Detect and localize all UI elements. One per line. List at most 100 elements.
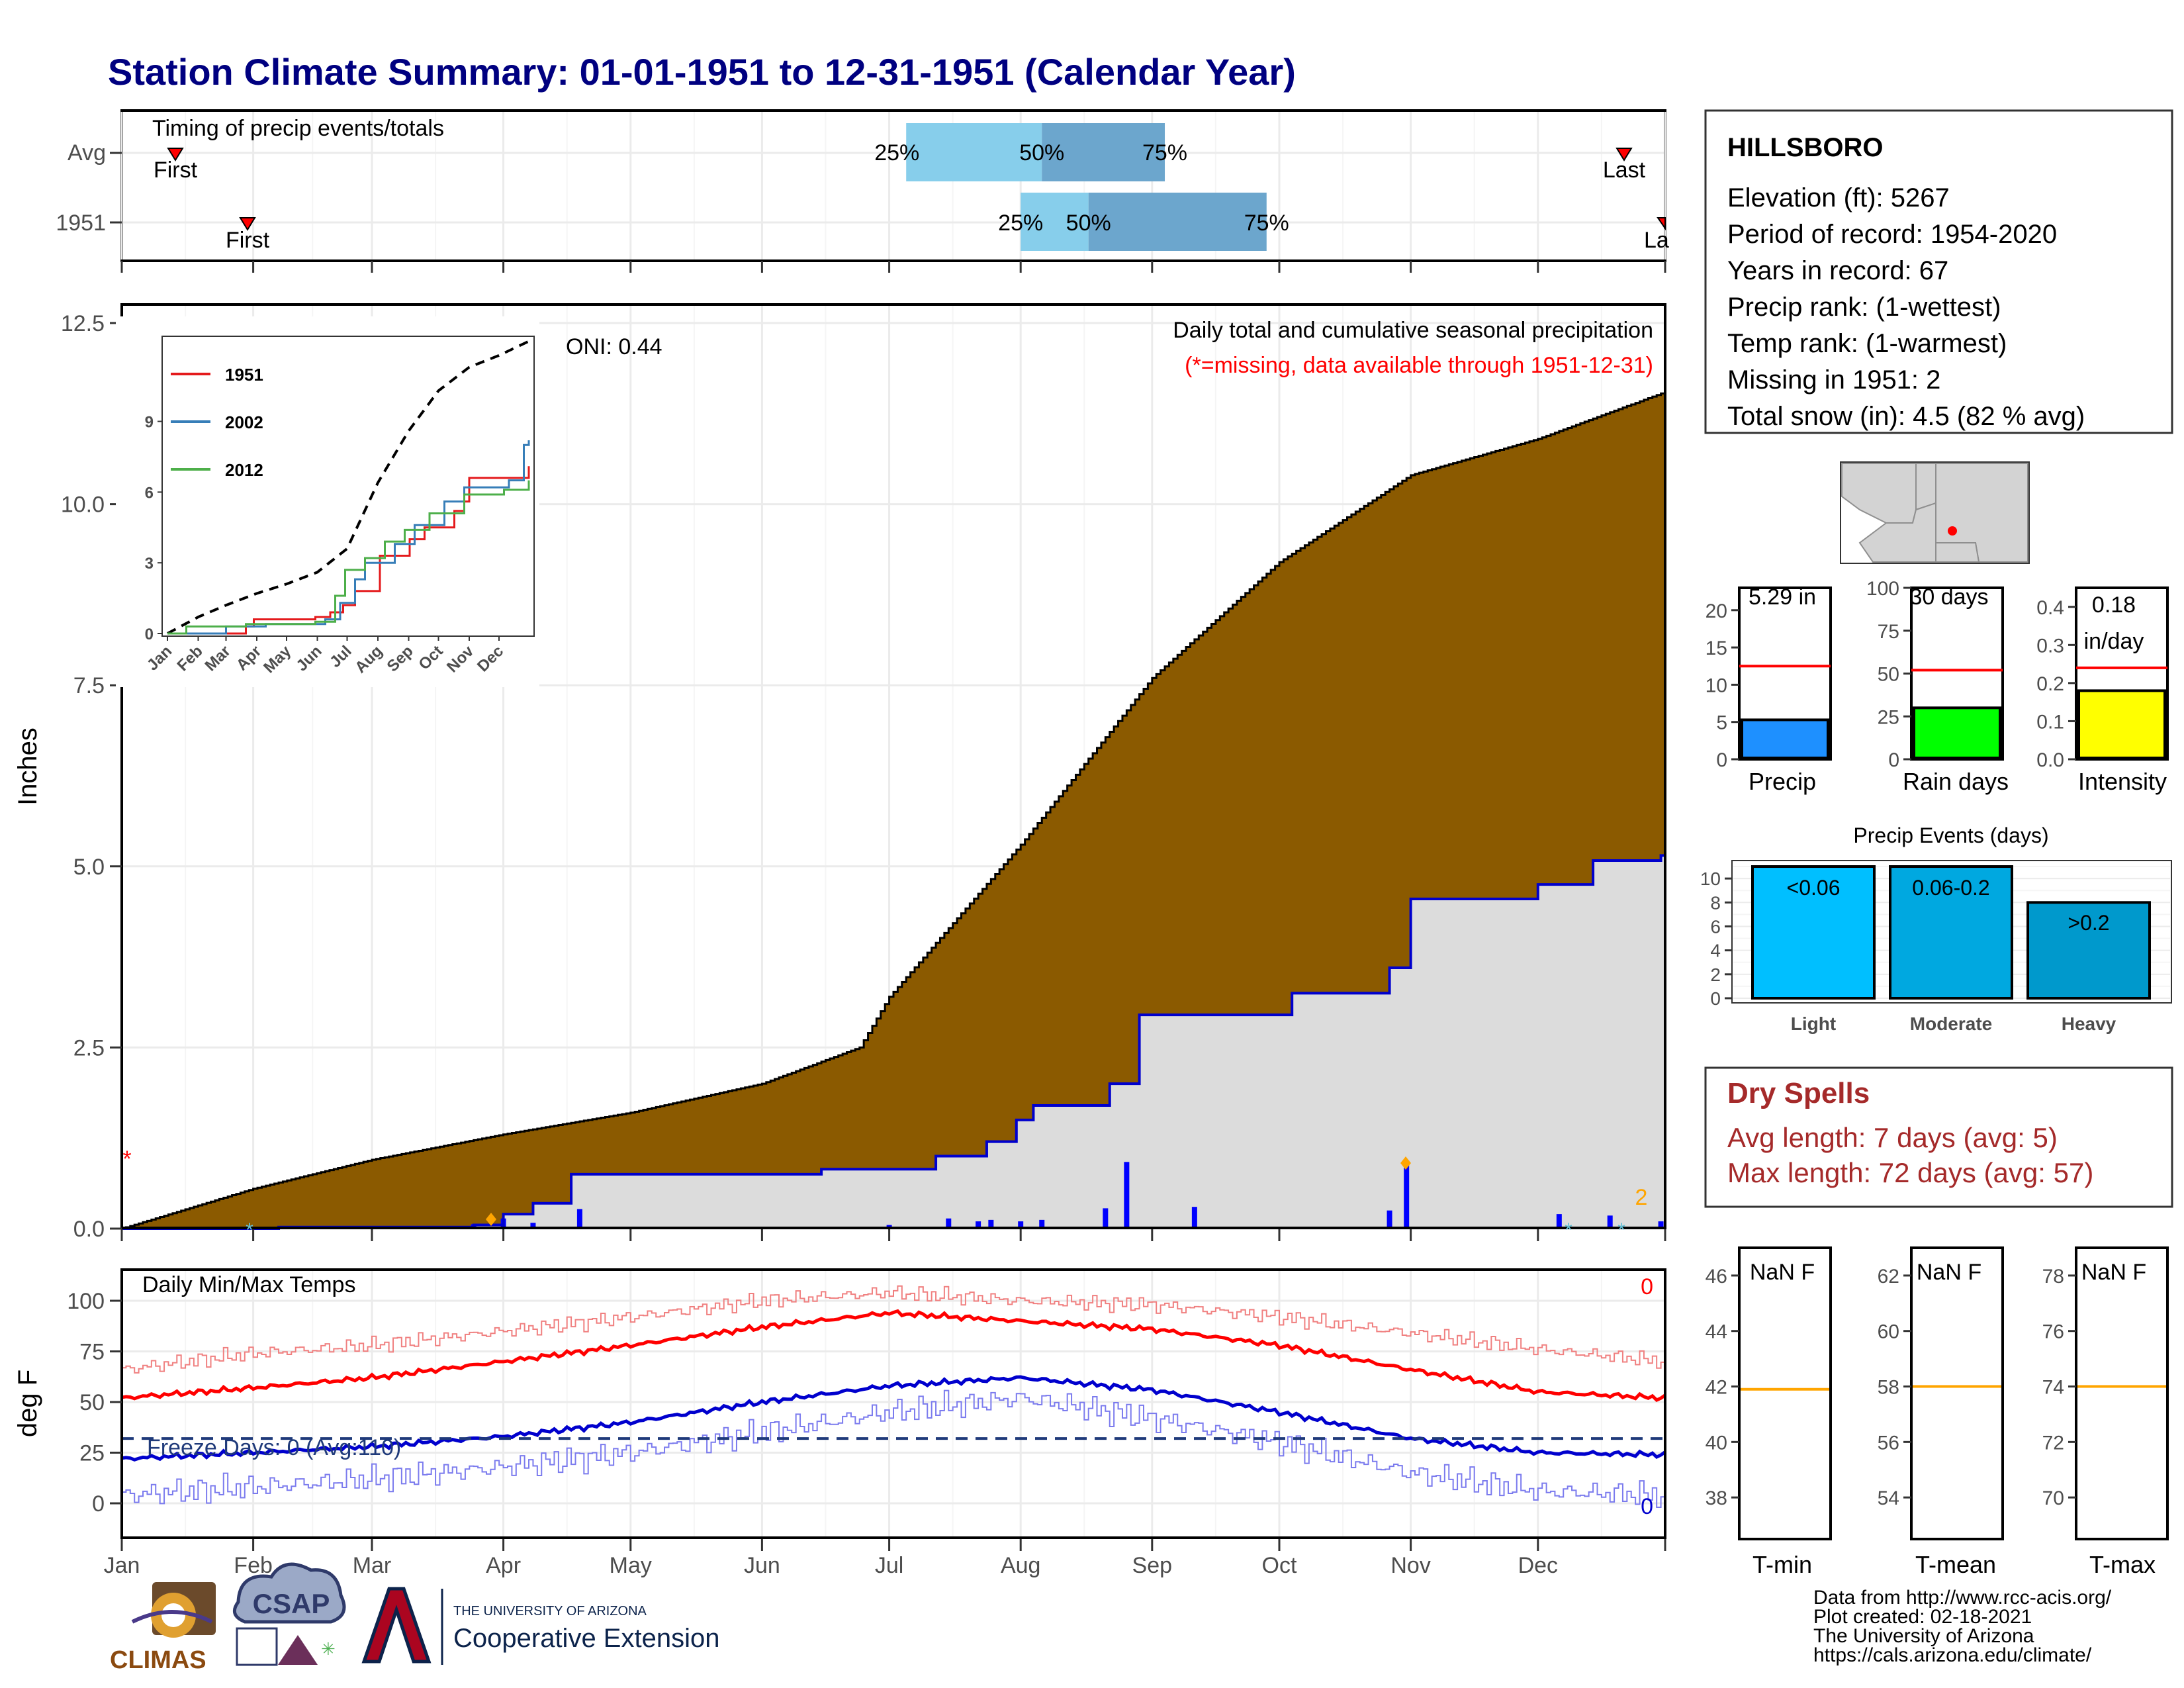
timing-title: Timing of precip events/totals	[152, 116, 444, 141]
bar-y-tick-label: 10	[1706, 675, 1727, 696]
dry-spells-box: Dry Spells Avg length: 7 days (avg: 5) M…	[1704, 1066, 2173, 1208]
station-line: Elevation (ft): 5267	[1727, 183, 1950, 212]
bar-y-tick-label: 0.4	[2036, 597, 2064, 619]
temp-box-y-tick-label: 40	[1706, 1432, 1727, 1454]
temp-box-y-tick-label: 62	[1878, 1266, 1899, 1288]
footer-line: The University of Arizona	[1813, 1625, 2034, 1647]
ua-logo-small-text: THE UNIVERSITY OF ARIZONA	[453, 1604, 647, 1618]
page-title: Station Climate Summary: 01-01-1951 to 1…	[108, 51, 1296, 93]
snow-marker: *	[246, 1219, 253, 1241]
year-cumulative-line	[122, 845, 1666, 1230]
legend-2012: 2012	[225, 460, 263, 480]
events-bar-heavy	[2026, 901, 2151, 1000]
tmean-label: T-mean	[1915, 1551, 1996, 1578]
bar-y-tick-label: 100	[1866, 578, 1899, 600]
inset-y-tick-label: 0	[145, 626, 154, 643]
raindays-bar-chart: 0 25 50 75 100	[1866, 578, 2004, 771]
precip-bar-chart: 0 5 10 15 20	[1706, 586, 1832, 771]
climas-swoosh-icon	[131, 1610, 213, 1624]
raindays-value-label: 30 days	[1909, 585, 1988, 610]
summary-bars: 0 5 10 15 20 0 25 50 75 100 0.0 0.1 0.2 0.3 0.4 5.29…	[1706, 578, 2169, 795]
events-bar-label-heavy: >0.2	[2068, 911, 2109, 935]
daily-precip-bar	[988, 1219, 994, 1229]
tmax-value-label: NaN F	[2081, 1260, 2146, 1285]
bar-y-tick-label: 75	[1878, 621, 1899, 643]
climas-logo: CLIMAS	[110, 1582, 216, 1674]
dry-frame	[1704, 1066, 2173, 1208]
count-label: 2	[1635, 1185, 1648, 1210]
precip-bar-label: Precip	[1749, 768, 1816, 795]
daily-precip-bar	[576, 1209, 582, 1229]
station-line: Period of record: 1954-2020	[1727, 220, 2057, 249]
oni-label: ONI: 0.44	[566, 334, 662, 359]
year-last-label: La	[1644, 228, 1669, 253]
temp-box-y-tick-label: 46	[1706, 1266, 1727, 1288]
avg-max-line	[121, 1309, 1666, 1402]
timing-row-avg: Avg	[68, 140, 106, 165]
daily-precip-bar	[1387, 1210, 1392, 1229]
temp-panel: 0 25 50 75 100 Jan Feb Mar Apr May Jun Jul Aug Sep Oc…	[13, 1268, 1666, 1578]
events-y-tick-label: 2	[1710, 964, 1721, 985]
month-tick-label: May	[610, 1553, 652, 1578]
tmin-value-label: NaN F	[1750, 1260, 1815, 1285]
year-first-marker	[239, 217, 256, 231]
events-y-tick-label: 6	[1710, 916, 1721, 937]
avg-50-75-bar	[1042, 123, 1165, 181]
temp-box-y-tick-label: 44	[1706, 1321, 1727, 1343]
precip-panel: 0.0 2.5 5.0 7.5 10.0 12.5 Daily total and cum…	[13, 303, 1666, 1242]
month-tick-label: Nov	[1390, 1553, 1430, 1578]
locator-map	[1840, 461, 2030, 564]
climas-logo-text: CLIMAS	[110, 1646, 206, 1674]
avg-cumulative-line	[122, 391, 1666, 1230]
temp-title: Daily Min/Max Temps	[142, 1272, 355, 1297]
climas-sun-core	[161, 1603, 185, 1627]
year-75-label: 75%	[1244, 211, 1289, 236]
event-marker	[486, 1213, 496, 1226]
value-bar	[1741, 718, 1829, 760]
temp-box-y-tick-label: 72	[2042, 1432, 2064, 1454]
bar-y-tick-label: 0.0	[2036, 749, 2064, 771]
dry-avg: Avg length: 7 days (avg: 5)	[1727, 1122, 2058, 1153]
station-line: Total snow (in): 4.5 (82 % avg)	[1727, 402, 2085, 431]
footer-line: Plot created: 02-18-2021	[1813, 1606, 2032, 1628]
avg-last-marker	[1615, 148, 1633, 162]
station-line: Missing in 1951: 2	[1727, 365, 1940, 395]
station-location-dot	[1948, 526, 1957, 536]
avg-first-label: First	[154, 158, 198, 183]
daily-precip-bar	[1124, 1162, 1130, 1229]
temp-y-tick-label: 25	[79, 1441, 105, 1466]
temp-y-tick-label: 100	[67, 1289, 105, 1314]
daily-precip-bar	[1607, 1215, 1613, 1229]
avg-25-label: 25%	[874, 140, 919, 165]
year-50-label: 50%	[1066, 211, 1111, 236]
dry-title: Dry Spells	[1727, 1077, 1870, 1109]
bar-y-tick-label: 25	[1878, 706, 1899, 728]
events-y-tick-label: 10	[1700, 868, 1721, 889]
temp-y-tick-label: 0	[92, 1491, 105, 1517]
event-marker	[1400, 1156, 1411, 1170]
temp-box-y-tick-label: 54	[1878, 1487, 1899, 1509]
station-line: Precip rank: (1-wettest)	[1727, 293, 2001, 322]
month-tick-label: Jul	[875, 1553, 903, 1578]
tmean-value-label: NaN F	[1917, 1260, 1981, 1285]
events-bar-label-light: <0.06	[1787, 876, 1841, 900]
events-bar-label-moderate: 0.06-0.2	[1912, 876, 1989, 900]
temp-box-y-tick-label: 70	[2042, 1487, 2064, 1509]
inset-y-tick-label: 6	[145, 484, 154, 502]
csap-cactus-icon: ✳	[321, 1639, 336, 1659]
month-tick-label: Oct	[1262, 1553, 1297, 1578]
events-cat-heavy: Heavy	[2062, 1013, 2116, 1034]
map-state	[1935, 542, 1980, 563]
events-y-tick-label: 8	[1710, 892, 1721, 913]
freeze-days-label: Freeze Days: 0 (Avg:110)	[147, 1435, 401, 1460]
timing-row-year: 1951	[56, 211, 106, 236]
raindays-bar-label: Rain days	[1903, 768, 2009, 795]
month-tick-label: Dec	[1518, 1553, 1558, 1578]
precip-y-tick-label: 5.0	[73, 855, 105, 880]
legend-2002: 2002	[225, 412, 263, 432]
month-tick-label: Apr	[486, 1553, 521, 1578]
avg-50-label: 50%	[1019, 140, 1064, 165]
inset-y-tick-label: 3	[145, 555, 154, 573]
temp-box-frame	[1738, 1246, 1832, 1540]
